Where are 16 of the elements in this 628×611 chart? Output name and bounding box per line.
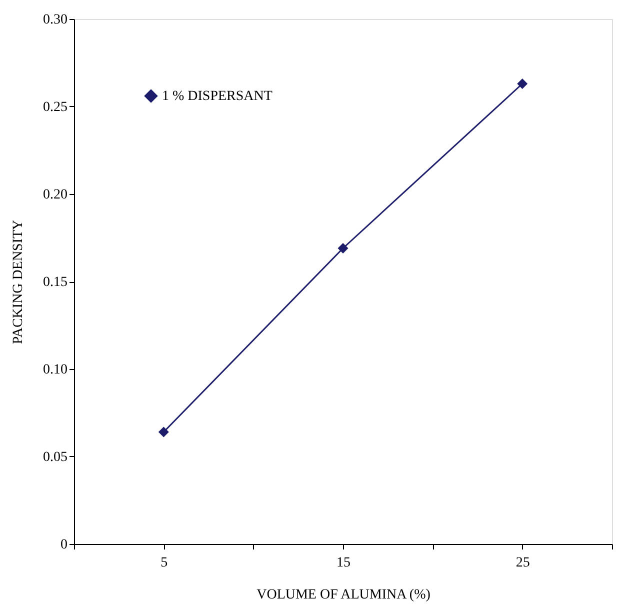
- y-tick-label: 0.15: [43, 275, 68, 290]
- y-tick-label: 0: [60, 538, 68, 552]
- y-tick-label: 0.20: [43, 188, 68, 202]
- point: [158, 426, 169, 438]
- y-axis-title: PACKING DENSITY: [11, 220, 26, 344]
- y-tick-label: 0.30: [43, 12, 68, 28]
- point: [338, 243, 348, 254]
- point: [517, 78, 528, 89]
- x-tick-label: 5: [160, 556, 168, 570]
- x-tick-label: 25: [516, 556, 530, 570]
- x-axis-title: VOLUME OF ALUMINA (%): [256, 588, 431, 602]
- y-tick-label: 0.05: [43, 450, 68, 465]
- x-tick-label: 15: [336, 556, 350, 570]
- y-tick-label: 0.10: [43, 362, 68, 378]
- legend-label: 1 % DISPERSANT: [162, 89, 273, 104]
- y-tick-label: 0.25: [43, 100, 68, 115]
